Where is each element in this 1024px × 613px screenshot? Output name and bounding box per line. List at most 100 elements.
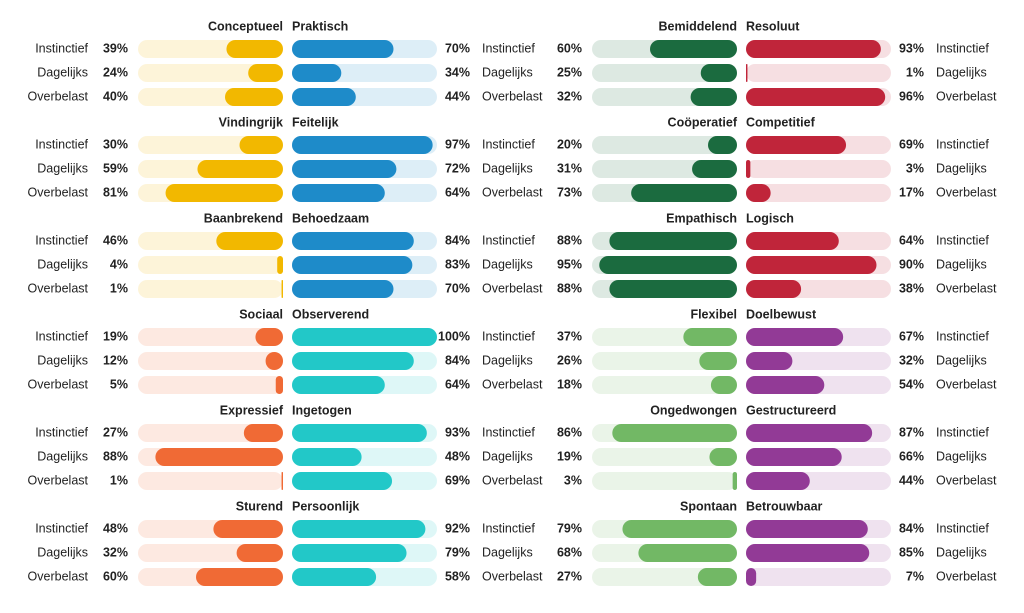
value-label: 60% [103,569,128,583]
value-label: 64% [445,185,470,199]
category-label: Overbelast [936,185,997,199]
bar [236,544,283,562]
bar [746,160,751,178]
category-label: Dagelijks [482,353,533,367]
value-label: 87% [899,425,924,439]
bar [609,232,737,250]
chart-title: Logisch [746,211,794,225]
chart-title: Persoonlijk [292,499,359,513]
bar [248,64,283,82]
value-label: 1% [110,281,128,295]
bar [692,160,737,178]
bar [700,64,737,82]
value-label: 19% [103,329,128,343]
value-label: 32% [557,89,582,103]
value-label: 32% [103,545,128,559]
bar [746,256,877,274]
bar [622,520,737,538]
bar [226,40,283,58]
category-label: Instinctief [482,41,535,55]
category-label: Instinctief [35,521,88,535]
bar-track [138,64,283,82]
chart-title: Gestructureerd [746,403,836,417]
bar [292,280,394,298]
value-label: 84% [899,521,924,535]
bar [281,472,283,490]
category-label: Dagelijks [482,65,533,79]
value-label: 90% [899,257,924,271]
value-label: 60% [557,41,582,55]
chart-title: Betrouwbaar [746,499,823,513]
bar [699,352,737,370]
chart-title: Conceptueel [208,19,283,33]
value-label: 32% [899,353,924,367]
category-label: Overbelast [482,377,543,391]
value-label: 1% [906,65,924,79]
bar [292,568,377,586]
value-label: 3% [906,161,924,175]
bar-track [592,472,737,490]
category-label: Instinctief [936,137,989,151]
bar [609,280,737,298]
bar [746,568,757,586]
chart-title: Ongedwongen [650,403,737,417]
bar [292,424,427,442]
category-label: Dagelijks [482,257,533,271]
category-label: Dagelijks [37,257,88,271]
bar [292,472,393,490]
value-label: 12% [103,353,128,367]
bar [746,352,793,370]
chart-title: Behoedzaam [292,211,369,225]
category-label: Dagelijks [936,257,987,271]
chart-title: Resoluut [746,19,800,33]
bar [746,64,748,82]
category-label: Dagelijks [37,449,88,463]
value-label: 84% [445,233,470,247]
value-label: 48% [103,521,128,535]
value-label: 4% [110,257,128,271]
category-label: Instinctief [936,41,989,55]
value-label: 70% [445,281,470,295]
value-label: 39% [103,41,128,55]
category-label: Dagelijks [936,353,987,367]
bar [292,184,385,202]
value-label: 46% [103,233,128,247]
chart-title: Doelbewust [746,307,817,321]
chart-title: Praktisch [292,19,348,33]
chart-title: Coöperatief [668,115,738,129]
value-label: 40% [103,89,128,103]
value-label: 5% [110,377,128,391]
bar [683,328,737,346]
bar [292,352,414,370]
category-label: Overbelast [482,473,543,487]
bar [746,232,839,250]
bar [197,160,283,178]
value-label: 18% [557,377,582,391]
bar [710,376,737,394]
bar-track [592,136,737,154]
value-label: 88% [103,449,128,463]
bar [292,232,414,250]
value-label: 64% [445,377,470,391]
category-label: Overbelast [936,377,997,391]
value-label: 69% [445,473,470,487]
bar [292,40,394,58]
value-label: 86% [557,425,582,439]
category-label: Overbelast [936,89,997,103]
chart-title: Observerend [292,307,369,321]
bar-track [746,64,891,82]
bar [746,280,802,298]
bar [746,424,873,442]
category-label: Dagelijks [37,65,88,79]
bar-track [592,448,737,466]
category-label: Instinctief [482,329,535,343]
bar-track [138,256,283,274]
category-label: Overbelast [936,569,997,583]
bar-track [746,568,891,586]
value-label: 1% [110,473,128,487]
bar [732,472,737,490]
bar [638,544,737,562]
bar [243,424,283,442]
bar [746,328,844,346]
